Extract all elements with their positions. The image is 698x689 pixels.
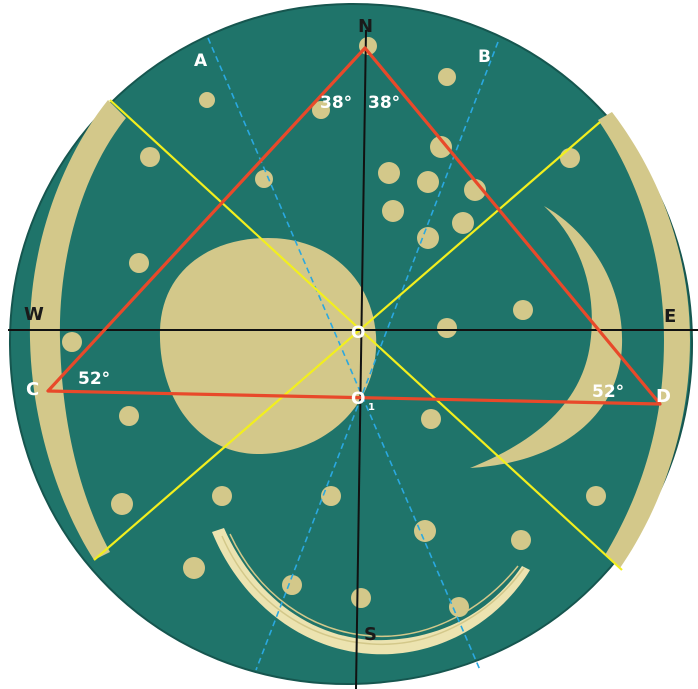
right-horizon-arc <box>598 112 690 568</box>
label-center-sub-index: 1 <box>368 402 375 413</box>
star <box>351 588 371 608</box>
star <box>430 136 452 158</box>
label-west: W <box>24 304 44 325</box>
label-point-b: B <box>478 47 491 67</box>
label-point-c: C <box>26 379 39 400</box>
angle-apex-right: 38° <box>368 93 400 113</box>
star <box>560 148 580 168</box>
red-triangle <box>46 46 662 406</box>
star <box>312 101 330 119</box>
star <box>382 200 404 222</box>
label-center-sub: O <box>351 389 365 409</box>
vertical-axis <box>355 29 367 689</box>
sun-barque-inner-line-2 <box>229 533 519 638</box>
star <box>421 409 441 429</box>
star <box>119 406 139 426</box>
sun-barque <box>212 528 530 655</box>
star <box>212 486 232 506</box>
yellow-diagonal-nw-se <box>109 99 623 571</box>
sun-disc <box>159 238 377 455</box>
star <box>511 530 531 550</box>
star <box>417 171 439 193</box>
star <box>437 318 457 338</box>
star <box>417 227 439 249</box>
label-south: S <box>364 624 377 645</box>
star <box>513 300 533 320</box>
star <box>282 575 302 595</box>
star <box>199 92 215 108</box>
label-east: E <box>664 306 676 327</box>
angle-apex-left: 38° <box>320 93 352 113</box>
star <box>586 486 606 506</box>
sun-barque-inner-line <box>221 535 525 646</box>
angle-base-right: 52° <box>592 382 624 402</box>
label-north: N <box>358 16 373 37</box>
star <box>140 147 160 167</box>
star <box>183 557 205 579</box>
left-horizon-arc <box>29 100 126 560</box>
star <box>378 162 400 184</box>
label-point-a: A <box>194 51 208 71</box>
star <box>111 493 133 515</box>
star <box>62 332 82 352</box>
star <box>452 212 474 234</box>
star <box>321 486 341 506</box>
label-point-d: D <box>656 386 671 407</box>
star <box>255 170 273 188</box>
star <box>449 597 469 617</box>
label-center: O <box>351 323 365 343</box>
yellow-diagonal-ne-sw <box>93 121 601 561</box>
dashed-line-a <box>207 37 481 671</box>
stars <box>62 37 606 617</box>
star <box>464 179 486 201</box>
star <box>129 253 149 273</box>
angle-base-left: 52° <box>78 369 110 389</box>
star <box>414 520 436 542</box>
star <box>438 68 456 86</box>
dashed-line-b <box>255 41 499 671</box>
